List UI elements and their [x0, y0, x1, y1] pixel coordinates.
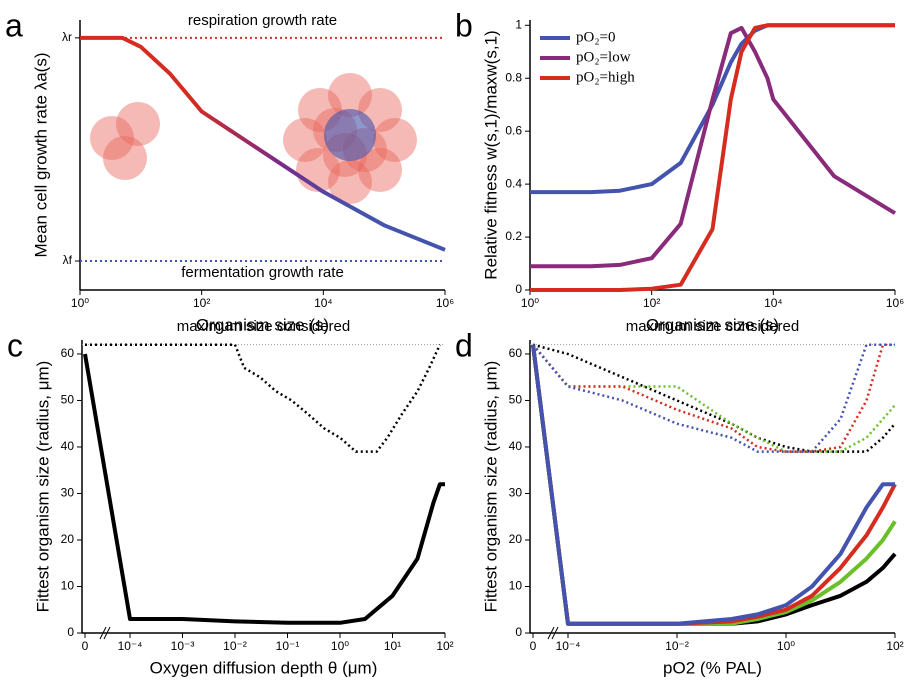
- x-tick-label: 10⁻³: [171, 639, 195, 653]
- x-tick-label: 10⁻²: [223, 639, 247, 653]
- panel-label: a: [5, 7, 23, 43]
- x-axis-label: Organism size (s): [196, 315, 329, 334]
- y-tick-label: 40: [509, 439, 523, 453]
- dotted-line: [532, 343, 895, 453]
- x-tick-label: 10⁶: [886, 296, 904, 310]
- line: [530, 23, 895, 292]
- x-tick-label: 10⁰: [71, 296, 89, 310]
- legend-label: pO₂=0: [576, 29, 616, 45]
- annotation: respiration growth rate: [188, 12, 337, 29]
- y-tick-label: 30: [509, 486, 523, 500]
- x-tick-label: 10⁻¹: [276, 639, 300, 653]
- x-tick-label: 0: [82, 639, 89, 653]
- axis-break: [99, 626, 107, 640]
- x-tick-label: 0: [530, 639, 537, 653]
- x-tick-label: 10²: [436, 639, 453, 653]
- panel-label: d: [455, 327, 473, 363]
- y-tick-label: 0.6: [505, 123, 522, 137]
- y-tick-label: λr: [62, 30, 72, 44]
- illustration: [90, 73, 417, 204]
- x-tick-label: 10¹: [384, 639, 401, 653]
- y-tick-label: 0: [515, 625, 522, 639]
- x-axis-label: pO2 (% PAL): [663, 658, 762, 677]
- line: [531, 344, 895, 626]
- x-tick-label: 10⁰: [777, 639, 795, 653]
- x-tick-label: 10⁻⁴: [118, 639, 143, 653]
- x-axis-label: Organism size (s): [646, 315, 779, 334]
- annotation: maximum size considered: [626, 318, 799, 335]
- y-tick-label: 20: [509, 532, 523, 546]
- y-tick-label: 40: [61, 439, 75, 453]
- dotted-line: [532, 343, 896, 453]
- y-axis-label: Fittest organism size (radius, μm): [481, 361, 500, 613]
- y-axis-label: Fittest organism size (radius, μm): [33, 361, 52, 613]
- dotted-line: [532, 343, 896, 453]
- y-tick-label: 30: [61, 486, 75, 500]
- axis-break: [551, 626, 559, 640]
- y-tick-label: 0.4: [505, 176, 522, 190]
- x-tick-label: 10⁰: [331, 639, 349, 653]
- x-tick-label: 10⁻⁴: [556, 639, 581, 653]
- x-axis-label: Oxygen diffusion depth θ (μm): [150, 658, 378, 677]
- axis-break: [547, 626, 555, 640]
- x-tick-label: 10⁴: [764, 296, 783, 310]
- annotation: maximum size considered: [177, 318, 350, 335]
- axis-break: [103, 626, 111, 640]
- line: [80, 35, 446, 252]
- y-tick-label: λf: [63, 253, 73, 267]
- line: [531, 344, 897, 626]
- x-tick-label: 10²: [643, 296, 660, 310]
- y-axis-label: Relative fitness w(s,1)/maxw(s,1): [481, 30, 500, 279]
- y-tick-label: 0.2: [505, 229, 522, 243]
- y-tick-label: 60: [509, 346, 523, 360]
- y-tick-label: 1: [515, 17, 522, 31]
- y-tick-label: 0: [67, 625, 74, 639]
- y-tick-label: 10: [61, 579, 75, 593]
- dotted-line: [532, 343, 895, 453]
- x-tick-label: 10⁻²: [665, 639, 689, 653]
- x-tick-label: 10⁶: [436, 296, 454, 310]
- legend-label: pO₂=low: [576, 49, 631, 65]
- panel-label: c: [7, 327, 23, 363]
- y-tick-label: 50: [61, 393, 75, 407]
- x-tick-label: 10²: [886, 639, 903, 653]
- legend-label: pO₂=high: [576, 69, 635, 85]
- annotation: fermentation growth rate: [181, 264, 344, 281]
- y-axis-label: Mean cell growth rate λa(s): [31, 52, 50, 257]
- x-tick-label: 10⁴: [314, 296, 333, 310]
- y-tick-label: 0: [515, 282, 522, 296]
- x-tick-label: 10⁰: [521, 296, 539, 310]
- y-tick-label: 60: [61, 346, 75, 360]
- y-tick-label: 0.8: [505, 70, 522, 84]
- dotted-line: [85, 343, 442, 453]
- panel-label: b: [455, 7, 473, 43]
- line: [530, 25, 897, 269]
- x-tick-label: 10²: [193, 296, 210, 310]
- y-tick-label: 50: [509, 393, 523, 407]
- y-tick-label: 10: [509, 579, 523, 593]
- line: [83, 353, 445, 625]
- y-tick-label: 20: [61, 532, 75, 546]
